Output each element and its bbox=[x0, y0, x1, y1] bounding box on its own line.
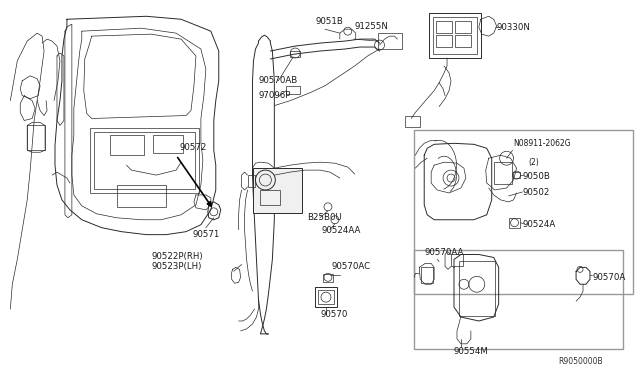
Bar bbox=[286, 86, 300, 94]
Bar bbox=[90, 128, 199, 193]
Bar bbox=[28, 125, 45, 150]
Bar bbox=[405, 116, 420, 128]
Bar bbox=[153, 135, 183, 153]
Text: 90523P(LH): 90523P(LH) bbox=[151, 262, 202, 272]
Bar bbox=[459, 262, 495, 316]
Bar bbox=[315, 287, 337, 307]
Bar bbox=[421, 267, 433, 283]
Text: 97096P: 97096P bbox=[259, 91, 291, 100]
Bar bbox=[248, 175, 255, 187]
Text: 90330N: 90330N bbox=[497, 23, 531, 32]
Bar bbox=[318, 290, 334, 304]
Bar bbox=[290, 51, 300, 57]
Text: N08911-2062G: N08911-2062G bbox=[513, 139, 571, 148]
Bar bbox=[414, 131, 633, 294]
Text: (2): (2) bbox=[529, 158, 539, 167]
Bar bbox=[109, 135, 145, 155]
Text: 90570: 90570 bbox=[320, 310, 348, 319]
Text: R9050000B: R9050000B bbox=[558, 357, 603, 366]
Text: B25B0U: B25B0U bbox=[307, 213, 342, 222]
Text: 90570A: 90570A bbox=[593, 273, 626, 282]
Text: 90572: 90572 bbox=[179, 143, 207, 152]
Bar bbox=[93, 132, 195, 189]
Bar bbox=[455, 21, 471, 33]
Bar bbox=[429, 13, 481, 58]
Text: 9051B: 9051B bbox=[315, 17, 343, 26]
Text: 90524AA: 90524AA bbox=[322, 226, 362, 235]
Text: 9050B: 9050B bbox=[522, 172, 550, 181]
Text: 90570AA: 90570AA bbox=[424, 248, 463, 257]
Bar bbox=[260, 190, 280, 205]
Bar bbox=[378, 33, 403, 49]
Text: 90524A: 90524A bbox=[522, 220, 556, 229]
Text: 90522P(RH): 90522P(RH) bbox=[151, 251, 203, 260]
Bar bbox=[455, 35, 471, 47]
Text: 90571: 90571 bbox=[193, 230, 220, 239]
Bar bbox=[436, 21, 452, 33]
Bar bbox=[451, 254, 463, 266]
Bar bbox=[509, 218, 520, 228]
Bar bbox=[116, 185, 166, 207]
Text: 90554M: 90554M bbox=[454, 347, 489, 356]
Text: 91255N: 91255N bbox=[355, 22, 388, 31]
Bar bbox=[513, 172, 520, 178]
Bar bbox=[436, 35, 452, 47]
Bar bbox=[323, 274, 333, 282]
Bar bbox=[493, 162, 511, 184]
Bar bbox=[433, 17, 477, 54]
Text: 90570AB: 90570AB bbox=[259, 76, 298, 85]
Text: 90570AC: 90570AC bbox=[332, 262, 371, 271]
Bar bbox=[414, 250, 623, 349]
Bar bbox=[253, 168, 302, 213]
Text: 90502: 90502 bbox=[522, 188, 550, 197]
